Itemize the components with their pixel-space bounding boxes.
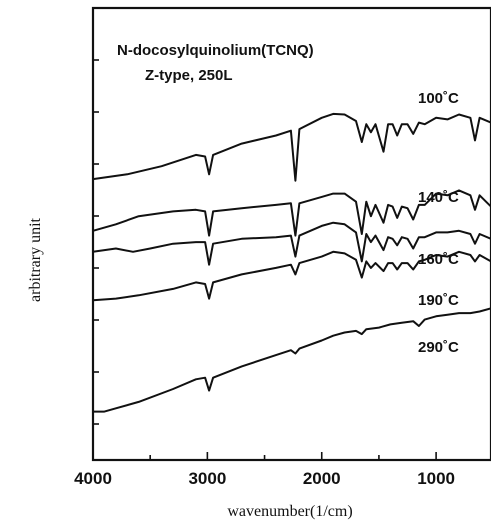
- series-label: 140˚C: [418, 189, 459, 206]
- x-axis-ticks: [92, 7, 437, 460]
- x-tick-label: 1000: [417, 469, 455, 488]
- x-tick-label: 2000: [303, 469, 341, 488]
- x-axis-tick-labels: 4000 3000 2000 1000: [74, 469, 455, 488]
- series-labels: 100˚C 140˚C 160˚C 190˚C 290˚C: [418, 90, 459, 356]
- series-label: 160˚C: [418, 251, 459, 268]
- spectrum-trace-1: [92, 189, 491, 237]
- chart-title: N-docosylquinolium(TCNQ): [117, 42, 314, 59]
- chart-subtitle: Z-type, 250L: [145, 67, 233, 84]
- x-axis-title: wavenumber(1/cm): [227, 503, 352, 520]
- spectrum-trace-0: [92, 112, 491, 182]
- series-label: 290˚C: [418, 339, 459, 356]
- y-axis-title: arbitrary unit: [27, 217, 44, 302]
- plot-frame: [91, 6, 491, 462]
- series-label: 190˚C: [418, 292, 459, 309]
- series-label: 100˚C: [418, 90, 459, 107]
- spectrum-trace-3: [92, 250, 491, 302]
- spectrum-trace-4: [93, 307, 491, 413]
- x-tick-label: 3000: [188, 469, 226, 488]
- x-tick-label: 4000: [74, 469, 112, 488]
- spectra-traces: [92, 112, 491, 413]
- spectrum-trace-2: [92, 221, 491, 266]
